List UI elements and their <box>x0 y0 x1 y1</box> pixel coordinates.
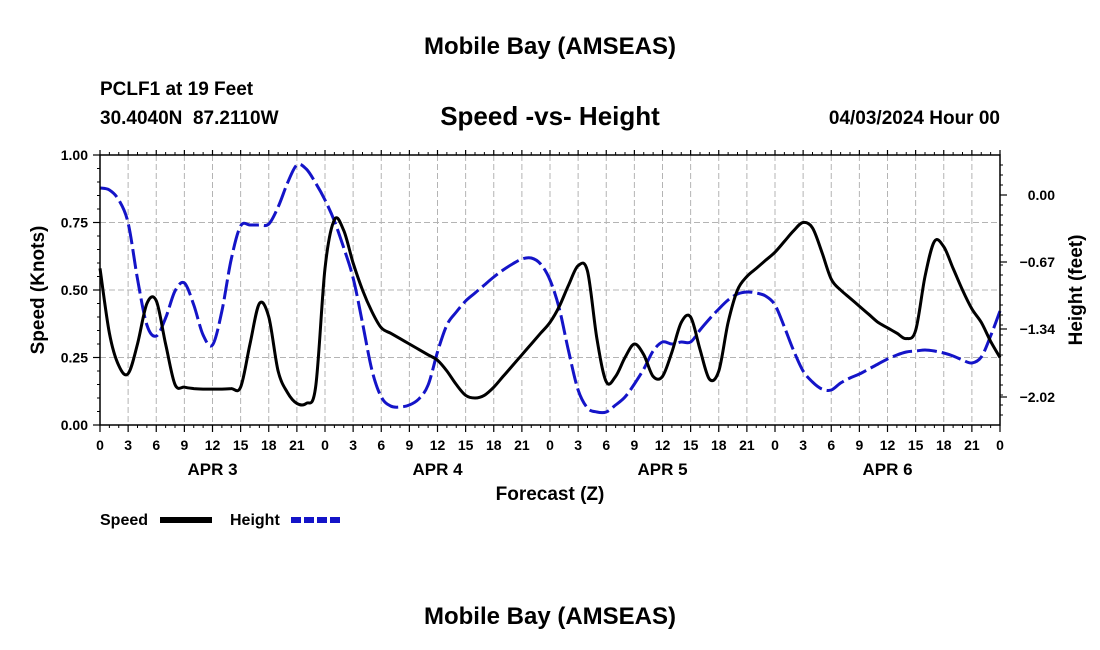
series-line-height <box>99 162 1002 415</box>
x-tick-label: 15 <box>233 437 249 453</box>
x-day-label: APR 6 <box>862 460 912 479</box>
x-tick-label: 6 <box>827 437 835 453</box>
x-tick-label: 3 <box>574 437 582 453</box>
station-coords: 30.4040N 87.2110W <box>100 108 279 129</box>
y-right-tick-label: −1.34 <box>1020 321 1056 337</box>
x-tick-label: 0 <box>96 437 104 453</box>
x-tick-label: 12 <box>205 437 221 453</box>
x-tick-label: 9 <box>630 437 638 453</box>
x-tick-label: 18 <box>711 437 727 453</box>
x-tick-label: 0 <box>996 437 1004 453</box>
x-tick-label: 6 <box>152 437 160 453</box>
x-tick-label: 21 <box>514 437 530 453</box>
x-tick-label: 18 <box>486 437 502 453</box>
x-tick-label: 3 <box>349 437 357 453</box>
x-tick-label: 12 <box>430 437 446 453</box>
y-left-tick-label: 0.75 <box>61 215 88 231</box>
x-tick-label: 6 <box>602 437 610 453</box>
y-left-tick-label: 0.00 <box>61 417 88 433</box>
x-tick-label: 12 <box>880 437 896 453</box>
x-tick-label: 6 <box>377 437 385 453</box>
x-axis-label: Forecast (Z) <box>496 484 605 505</box>
x-tick-label: 15 <box>683 437 699 453</box>
x-tick-label: 18 <box>261 437 277 453</box>
x-tick-label: 12 <box>655 437 671 453</box>
legend-height-label: Height <box>230 512 280 529</box>
legend-speed-label: Speed <box>100 512 148 529</box>
grid <box>100 155 1000 425</box>
x-day-label: APR 3 <box>187 460 237 479</box>
x-tick-label: 18 <box>936 437 952 453</box>
x-tick-label: 9 <box>855 437 863 453</box>
x-tick-label: 15 <box>458 437 474 453</box>
x-day-label: APR 4 <box>412 460 463 479</box>
x-tick-label: 0 <box>546 437 554 453</box>
y-left-tick-label: 0.25 <box>61 350 88 366</box>
x-tick-label: 9 <box>180 437 188 453</box>
x-tick-label: 21 <box>289 437 305 453</box>
y-axis-right-label: Height (feet) <box>1066 235 1087 346</box>
x-tick-label: 3 <box>799 437 807 453</box>
x-day-label: APR 5 <box>637 460 687 479</box>
legend: Speed Height <box>100 512 343 529</box>
y-left-tick-label: 1.00 <box>61 147 88 163</box>
station-name: PCLF1 at 19 Feet <box>100 79 254 100</box>
x-tick-label: 0 <box>321 437 329 453</box>
x-tick-label: 21 <box>964 437 980 453</box>
chart-title: Speed -vs- Height <box>440 101 660 131</box>
forecast-timestamp: 04/03/2024 Hour 00 <box>829 108 1000 129</box>
y-right-tick-label: −0.67 <box>1020 254 1056 270</box>
series-line-speed <box>98 216 1002 407</box>
series-lines <box>98 162 1002 415</box>
y-right-tick-label: 0.00 <box>1028 187 1055 203</box>
x-tick-label: 21 <box>739 437 755 453</box>
y-left-tick-label: 0.50 <box>61 282 88 298</box>
x-tick-label: 3 <box>124 437 132 453</box>
x-tick-label: 9 <box>405 437 413 453</box>
footer-title: Mobile Bay (AMSEAS) <box>424 603 676 630</box>
y-axis-left-label: Speed (Knots) <box>28 226 49 355</box>
x-tick-label: 15 <box>908 437 924 453</box>
y-right-tick-label: −2.02 <box>1020 389 1056 405</box>
axis-ticks: 0 3 6 9 12 15 18 21 0 3 6 9 12 15 18 21 0 3 6 9 12 15 18 21 0 3 6 9… <box>61 147 1055 479</box>
x-tick-label: 0 <box>771 437 779 453</box>
chart-header-title: Mobile Bay (AMSEAS) <box>424 33 676 60</box>
